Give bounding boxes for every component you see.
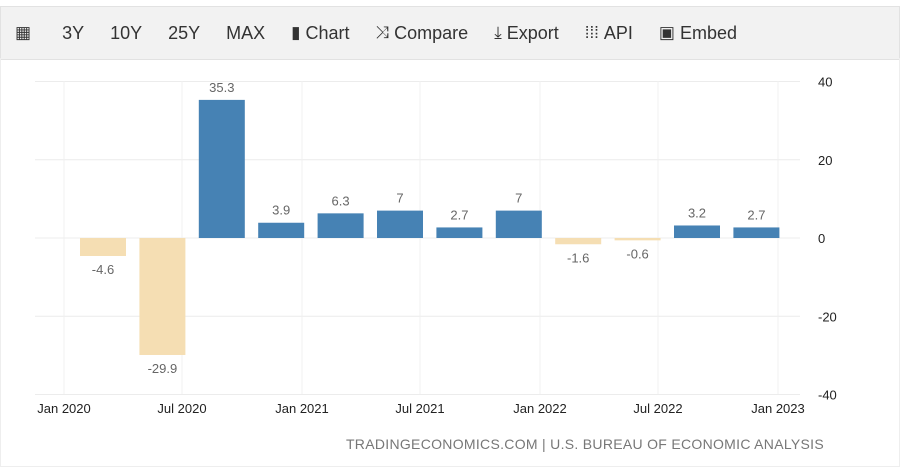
toolbar-chart-button[interactable]: ▮ Chart xyxy=(291,23,349,44)
toolbar-label: Chart xyxy=(305,22,350,43)
x-tick-label: Jul 2020 xyxy=(157,401,206,416)
toolbar-10y-button[interactable]: 10Y xyxy=(110,23,142,44)
toolbar: ▦ 3Y 10Y 25Y MAX ▮ Chart ⤨ Compare ⤓ Export ⁞⁞⁞ API ▣… xyxy=(0,6,900,60)
bar-2020-q2 xyxy=(139,238,186,355)
data-label: 6.3 xyxy=(332,193,350,208)
y-tick-label: 40 xyxy=(818,75,832,90)
data-label: -4.6 xyxy=(92,262,114,277)
toolbar-max-button[interactable]: MAX xyxy=(226,23,265,44)
y-tick-label: 20 xyxy=(818,153,832,168)
bar-2020-q1 xyxy=(80,238,126,256)
toolbar-label: API xyxy=(603,22,633,43)
bar-2021-q4 xyxy=(495,210,542,238)
data-label: 3.9 xyxy=(272,203,290,218)
toolbar-label: 3Y xyxy=(62,22,85,43)
toolbar-3y-button[interactable]: 3Y xyxy=(62,23,84,44)
bar-2021-q3 xyxy=(436,227,483,238)
data-label: 2.7 xyxy=(450,207,468,222)
x-tick-label: Jan 2023 xyxy=(751,401,805,416)
download-icon: ⤓ xyxy=(494,23,502,42)
calendar-icon: ▦ xyxy=(15,23,32,42)
calendar-button[interactable]: ▦ xyxy=(15,23,36,43)
bar-2022-q1 xyxy=(555,238,602,245)
y-tick-label: -20 xyxy=(818,309,837,324)
data-label: 3.2 xyxy=(688,205,706,220)
toolbar-api-button[interactable]: ⁞⁞⁞ API xyxy=(585,23,633,44)
toolbar-label: Embed xyxy=(679,22,738,43)
bar-2020-q3 xyxy=(198,99,245,238)
x-tick-label: Jan 2022 xyxy=(513,401,567,416)
toolbar-25y-button[interactable]: 25Y xyxy=(168,23,200,44)
grid-icon: ⁞⁞⁞ xyxy=(584,23,599,42)
data-label: 7 xyxy=(515,191,522,206)
data-label: 2.7 xyxy=(747,207,765,222)
bar-2022-q2 xyxy=(614,238,661,241)
bar-2022-q4 xyxy=(733,227,780,238)
toolbar-compare-button[interactable]: ⤨ Compare xyxy=(376,23,469,44)
toolbar-label: Compare xyxy=(394,22,469,43)
x-tick-label: Jan 2020 xyxy=(37,401,91,416)
data-label: 35.3 xyxy=(209,80,234,95)
data-label: -29.9 xyxy=(148,361,178,376)
bar-2022-q3 xyxy=(674,225,720,238)
bar-2021-q1 xyxy=(317,213,364,238)
x-tick-label: Jan 2021 xyxy=(275,401,329,416)
y-tick-label: 0 xyxy=(818,231,825,246)
bar-2021-q2 xyxy=(377,210,423,238)
toolbar-label: 10Y xyxy=(110,22,143,43)
shuffle-icon: ⤨ xyxy=(375,23,390,42)
y-tick-label: -40 xyxy=(818,388,837,403)
data-label: 7 xyxy=(396,191,403,206)
toolbar-label: 25Y xyxy=(168,22,201,43)
source-credit: TRADINGECONOMICS.COM | U.S. BUREAU OF EC… xyxy=(345,436,824,452)
toolbar-export-button[interactable]: ⤓ Export xyxy=(494,23,559,44)
x-tick-label: Jul 2021 xyxy=(395,401,444,416)
bar-2020-q4 xyxy=(258,222,305,238)
x-tick-label: Jul 2022 xyxy=(633,401,682,416)
data-label: -1.6 xyxy=(567,250,589,265)
toolbar-label: MAX xyxy=(226,22,266,43)
toolbar-embed-button[interactable]: ▣ Embed xyxy=(659,23,737,44)
bar-chart-icon: ▮ xyxy=(291,23,301,42)
image-icon: ▣ xyxy=(658,23,675,42)
data-label: -0.6 xyxy=(626,246,648,261)
toolbar-label: Export xyxy=(506,22,559,43)
